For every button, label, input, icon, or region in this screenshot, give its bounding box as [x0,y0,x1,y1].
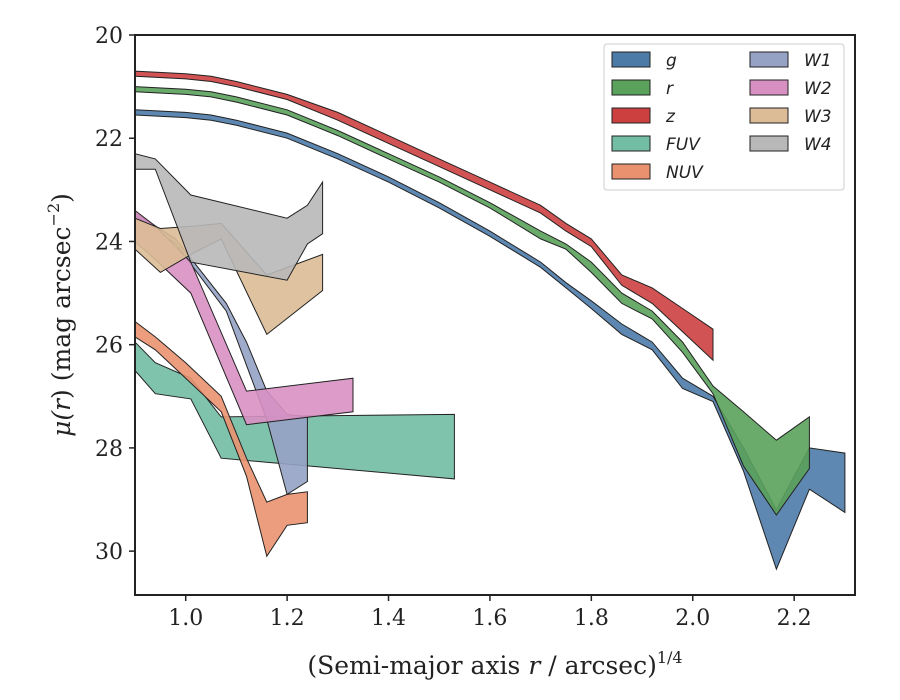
legend-swatch-g [611,51,651,68]
band-w4 [135,153,324,281]
plot-frame [134,34,856,596]
band-fuv [135,341,455,480]
y-tick-label: 28 [95,437,123,462]
x-tick-label: 1.8 [574,606,609,631]
legend: grz FUV NUV W1 W2 W3 W4 [603,43,845,191]
legend-label-w3: W3 [804,107,832,127]
y-tick-label: 30 [95,540,123,565]
legend-label-nuv: NUV [666,163,704,183]
legend-swatch-nuv [611,163,651,180]
legend-label-w2: W2 [804,79,832,99]
band-g [135,109,846,571]
x-tick-label: 2.2 [777,606,812,631]
legend-label-z: z [665,107,676,127]
legend-label-w1: W1 [804,51,832,71]
legend-swatch-r [611,79,651,96]
y-axis-ticks: 20 22 24 26 28 30 [95,24,135,565]
x-axis-label: (Semi-major axis r / arcsec)1/4 [307,648,682,680]
x-tick-label: 1.2 [270,606,305,631]
legend-label-w4: W4 [804,135,832,155]
y-axis-label: μ(r) (mag arcsec−2) [44,193,76,437]
y-tick-label: 26 [95,334,123,359]
band-nuv [135,320,308,558]
legend-swatch-fuv [611,135,651,152]
legend-swatch-w2 [749,79,789,96]
legend-label-g: g [666,51,677,71]
legend-swatch-w3 [749,107,789,124]
legend-swatch-z [611,107,651,124]
y-tick-label: 24 [95,230,123,255]
legend-label-fuv: FUV [666,135,701,155]
x-tick-label: 1.0 [168,606,203,631]
legend-label-r: r [666,79,674,99]
y-tick-label: 22 [95,127,123,152]
x-tick-label: 1.6 [472,606,507,631]
series-bands [135,70,846,571]
band-r [135,86,810,516]
x-tick-label: 1.4 [371,606,406,631]
x-axis-ticks: 1.0 1.2 1.4 1.6 1.8 2.0 2.2 [168,595,812,631]
x-tick-label: 2.0 [675,606,710,631]
legend-swatch-w1 [749,51,789,68]
legend-swatch-w4 [749,135,789,152]
y-tick-label: 20 [95,24,123,49]
band-z [135,70,714,362]
